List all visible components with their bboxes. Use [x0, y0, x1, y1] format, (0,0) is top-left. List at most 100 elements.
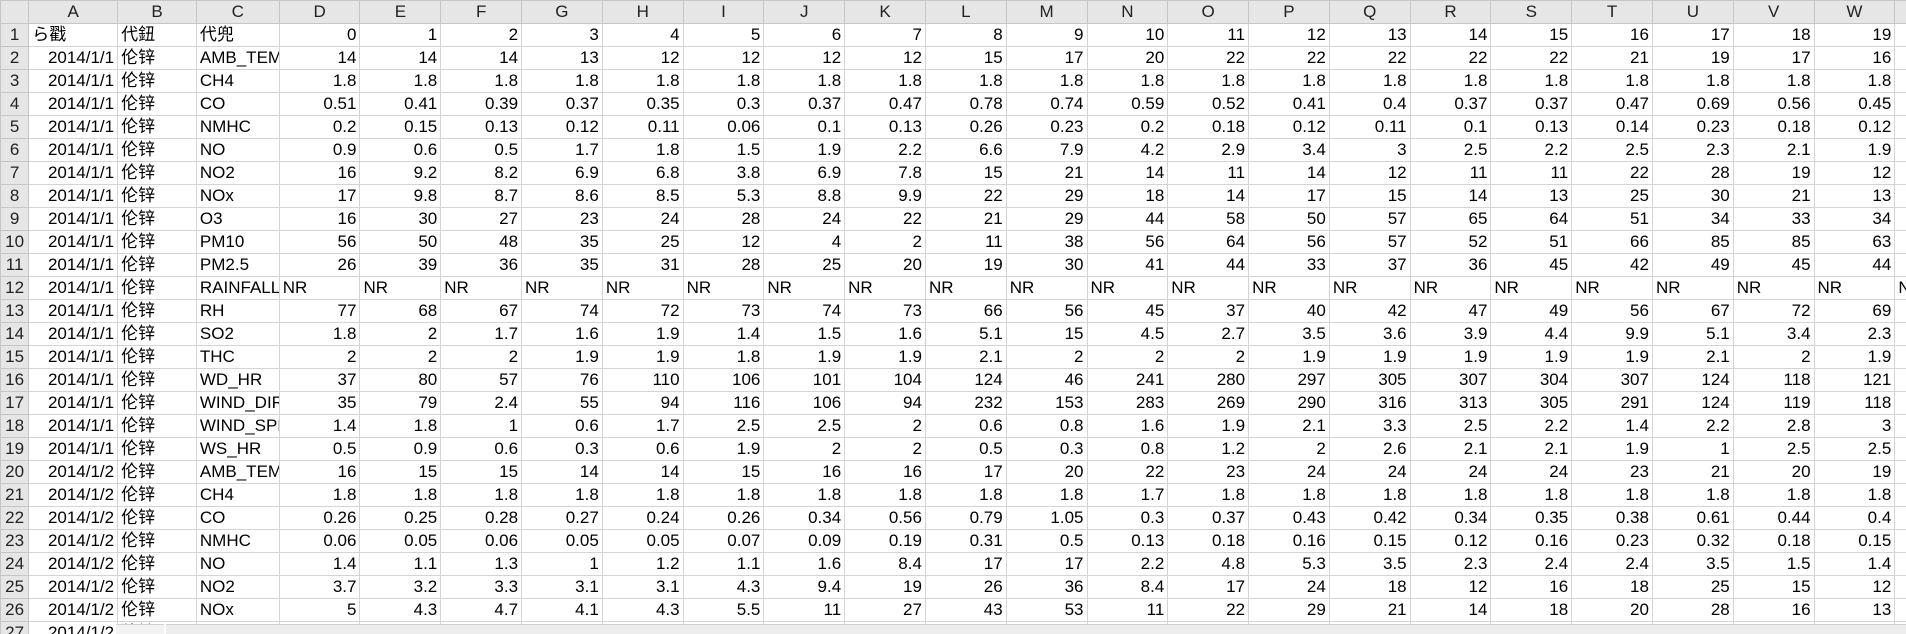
cell[interactable]: NR — [1328, 276, 1411, 300]
cell[interactable]: 0.13 — [844, 115, 926, 139]
cell[interactable]: 67 — [440, 299, 523, 323]
cell[interactable]: 4.8 — [1167, 552, 1250, 576]
cell[interactable]: 291 — [1571, 391, 1653, 415]
column-header-m[interactable]: M — [1005, 0, 1088, 24]
cell[interactable]: NR — [1651, 276, 1734, 300]
cell[interactable]: 42 — [1328, 299, 1411, 323]
cell[interactable]: 5 — [682, 23, 765, 47]
cell[interactable]: 6.9 — [763, 161, 846, 185]
cell[interactable]: 6.8 — [601, 161, 684, 185]
cell[interactable]: 0.4 — [1813, 506, 1896, 530]
cell[interactable]: 1.8 — [763, 483, 846, 507]
cell[interactable]: 24 — [1490, 460, 1573, 484]
row-header[interactable]: 13 — [0, 299, 30, 323]
cell[interactable]: 1.9 — [601, 322, 684, 346]
column-header-x[interactable]: X — [1894, 0, 1906, 24]
cell[interactable]: 0.6 — [924, 414, 1007, 438]
cell[interactable]: 15 — [440, 460, 523, 484]
cell[interactable]: 0.05 — [601, 529, 684, 553]
cell[interactable]: 13 — [1490, 184, 1573, 208]
cell[interactable]: 5.1 — [1651, 322, 1734, 346]
cell[interactable]: 2014/1/1 — [28, 115, 119, 139]
cell[interactable]: 3.1 — [601, 575, 684, 599]
cell[interactable]: 36 — [440, 253, 523, 277]
cell[interactable]: 1.8 — [521, 483, 603, 507]
cell[interactable]: 0.07 — [682, 529, 765, 553]
cell[interactable]: NR — [1086, 276, 1169, 300]
cell[interactable]: 1.9 — [844, 345, 926, 369]
cell[interactable]: 34 — [1651, 207, 1734, 231]
cell[interactable]: 0.11 — [601, 115, 684, 139]
cell[interactable]: 0.45 — [1813, 92, 1896, 116]
cell[interactable]: 20 — [1732, 460, 1815, 484]
select-all-corner[interactable] — [0, 0, 30, 24]
cell[interactable]: 2014/1/2 — [28, 621, 119, 634]
cell[interactable]: 73 — [844, 299, 926, 323]
cell[interactable]: AMB_TEMP — [195, 46, 280, 70]
cell[interactable]: 1.7 — [521, 138, 603, 162]
cell[interactable]: NR — [601, 276, 684, 300]
cell[interactable]: 2014/1/1 — [28, 161, 119, 185]
cell[interactable]: 1.9 — [1571, 437, 1653, 461]
cell[interactable]: 1.9 — [1490, 345, 1573, 369]
cell[interactable]: 0.4 — [1328, 92, 1411, 116]
cell[interactable]: 11 — [1167, 161, 1250, 185]
cell[interactable]: 12 — [682, 230, 765, 254]
cell[interactable]: 1.8 — [1732, 483, 1815, 507]
cell[interactable]: 57 — [1328, 207, 1411, 231]
cell[interactable]: 0.34 — [763, 506, 846, 530]
cell[interactable]: 8.2 — [440, 161, 523, 185]
cell[interactable]: 伦锌 — [117, 138, 197, 162]
cell[interactable]: 0.31 — [924, 529, 1007, 553]
cell[interactable]: 3 — [1328, 138, 1411, 162]
cell[interactable]: WIND_DIREC — [195, 391, 280, 415]
cell[interactable]: WS_HR — [195, 437, 280, 461]
cell[interactable]: THC — [195, 345, 280, 369]
cell[interactable]: 5.3 — [682, 184, 765, 208]
row-header[interactable]: 19 — [0, 437, 30, 461]
cell[interactable]: 19 — [1813, 23, 1896, 47]
cell[interactable]: 94 — [601, 391, 684, 415]
cell[interactable]: 30 — [1005, 253, 1088, 277]
cell[interactable]: 68 — [359, 299, 442, 323]
cell[interactable]: 22 — [1490, 46, 1573, 70]
cell[interactable]: 1.4 — [278, 552, 361, 576]
cell[interactable]: 106 — [682, 368, 765, 392]
cell[interactable]: 14 — [1248, 161, 1330, 185]
cell[interactable]: 22 — [1167, 46, 1250, 70]
cell[interactable]: 0.56 — [1732, 92, 1815, 116]
cell[interactable]: 28 — [1651, 161, 1734, 185]
cell[interactable]: 58 — [1167, 207, 1250, 231]
cell[interactable]: 12 — [601, 46, 684, 70]
cell[interactable]: 39 — [359, 253, 442, 277]
cell[interactable]: 11 — [1167, 23, 1250, 47]
cell[interactable]: NR — [763, 276, 846, 300]
cell[interactable]: NR — [1167, 276, 1250, 300]
cell[interactable]: 3.8 — [682, 161, 765, 185]
cell[interactable]: 79 — [359, 391, 442, 415]
column-header-k[interactable]: K — [844, 0, 926, 24]
cell[interactable]: 3.3 — [1328, 414, 1411, 438]
cell[interactable]: 0.5 — [1005, 529, 1088, 553]
cell[interactable]: 16 — [1813, 46, 1896, 70]
cell[interactable]: 27 — [440, 207, 523, 231]
cell[interactable]: 73 — [682, 299, 765, 323]
cell[interactable]: 3 — [1813, 414, 1896, 438]
row-header[interactable]: 16 — [0, 368, 30, 392]
cell[interactable]: 8.4 — [844, 552, 926, 576]
cell[interactable]: 1.8 — [601, 138, 684, 162]
cell[interactable]: 2.5 — [682, 414, 765, 438]
cell[interactable]: 50 — [1248, 207, 1330, 231]
column-header-a[interactable]: A — [28, 0, 119, 24]
cell[interactable]: 14 — [601, 460, 684, 484]
cell[interactable]: 3.5 — [1248, 322, 1330, 346]
cell[interactable]: 0 — [278, 23, 361, 47]
cell[interactable]: 14 — [359, 46, 442, 70]
cell[interactable]: 2.1 — [1732, 138, 1815, 162]
cell[interactable]: 12 — [1813, 575, 1896, 599]
cell[interactable]: RH — [195, 299, 280, 323]
row-header[interactable]: 6 — [0, 138, 30, 162]
cell[interactable]: 57 — [440, 368, 523, 392]
cell[interactable]: 2014/1/1 — [28, 414, 119, 438]
cell[interactable]: 0.34 — [1409, 506, 1492, 530]
